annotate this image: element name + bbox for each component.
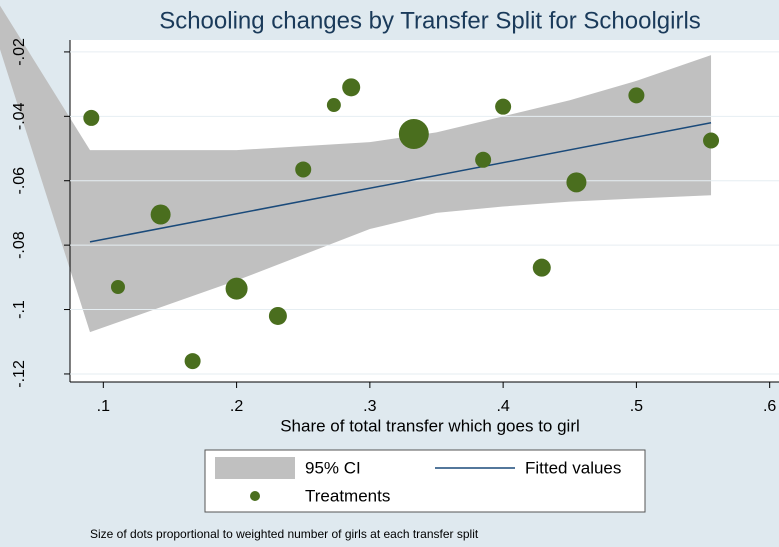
point bbox=[225, 277, 248, 300]
y-tick-label: -.06 bbox=[11, 167, 28, 195]
point bbox=[150, 204, 171, 225]
point bbox=[326, 98, 341, 113]
y-tick-label: -.02 bbox=[11, 38, 28, 66]
legend-swatch bbox=[250, 491, 260, 501]
point bbox=[495, 98, 512, 115]
legend-label: Fitted values bbox=[525, 458, 621, 477]
x-tick-label: .2 bbox=[230, 398, 243, 415]
legend-swatch bbox=[215, 457, 295, 479]
x-tick-label: .6 bbox=[763, 398, 776, 415]
y-tick-label: -.08 bbox=[11, 231, 28, 259]
point bbox=[703, 132, 720, 149]
point bbox=[342, 78, 361, 97]
point bbox=[184, 353, 201, 370]
x-tick-label: .4 bbox=[496, 398, 509, 415]
chart-title: Schooling changes by Transfer Split for … bbox=[159, 7, 701, 34]
legend-label: Treatments bbox=[305, 486, 390, 505]
x-tick-label: .3 bbox=[363, 398, 376, 415]
y-tick-label: -.04 bbox=[11, 102, 28, 130]
y-tick-label: -.1 bbox=[11, 300, 28, 319]
point bbox=[268, 306, 287, 325]
point bbox=[110, 280, 125, 294]
y-tick-label: -.12 bbox=[11, 360, 28, 388]
fit-line bbox=[89, 122, 712, 243]
point bbox=[532, 258, 551, 277]
point bbox=[83, 109, 100, 126]
point bbox=[628, 87, 645, 104]
point bbox=[295, 161, 312, 178]
legend-label: 95% CI bbox=[305, 458, 361, 477]
point bbox=[475, 151, 492, 168]
point bbox=[398, 119, 429, 150]
x-axis-label: Share of total transfer which goes to gi… bbox=[280, 416, 580, 435]
x-tick-label: .1 bbox=[97, 398, 110, 415]
ci-band bbox=[0, 5, 712, 333]
point bbox=[566, 172, 587, 193]
note: Size of dots proportional to weighted nu… bbox=[90, 527, 479, 541]
x-tick-label: .5 bbox=[630, 398, 643, 415]
